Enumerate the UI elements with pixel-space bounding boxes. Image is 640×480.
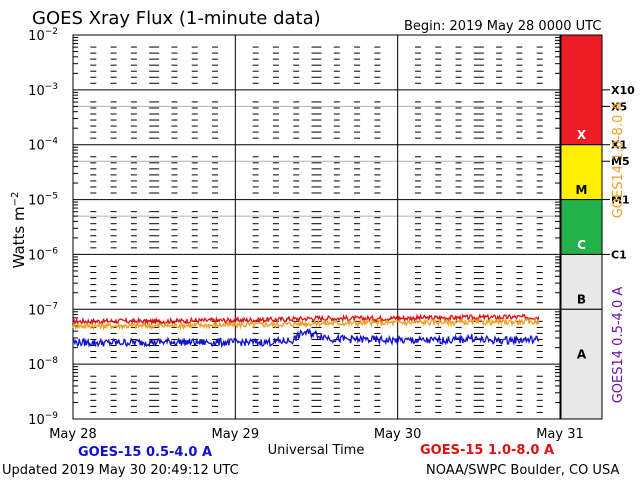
class-letter-m: M — [576, 183, 588, 197]
class-band-x — [560, 34, 603, 146]
class-letter-c: C — [577, 238, 586, 252]
series-line-2 — [72, 327, 540, 348]
grid-lines — [73, 35, 560, 419]
x-tick-label: May 28 — [49, 427, 97, 442]
x-tick-label: May 31 — [536, 427, 584, 442]
class-letter-b: B — [577, 293, 586, 307]
class-marker-label: X10 — [611, 84, 635, 97]
class-marker-label: X1 — [611, 139, 627, 152]
goes14-short-label: GOES14 0.5-4.0 A — [611, 287, 626, 404]
class-marker-label: M1 — [611, 194, 630, 207]
class-marker-label: M5 — [611, 155, 630, 168]
y-tick-label: 10−8 — [28, 356, 58, 373]
class-letter-x: X — [577, 128, 587, 142]
class-marker-label: C1 — [611, 248, 627, 261]
y-tick-label: 10−2 — [28, 27, 58, 44]
y-tick-label: 10−6 — [28, 246, 58, 263]
class-band-a — [560, 308, 603, 420]
x-tick-label: May 30 — [374, 427, 422, 442]
y-tick-label: 10−9 — [28, 411, 58, 428]
class-band-b — [560, 253, 603, 310]
class-markers: X10 X5 X1 M5 M1 C1 — [602, 84, 635, 261]
series-lines — [72, 313, 540, 348]
legend-short: GOES-15 0.5-4.0 A — [78, 445, 212, 460]
flare-class-bar: X M C B A — [560, 34, 603, 420]
x-axis-label: Universal Time — [268, 443, 365, 458]
class-band-c — [560, 199, 603, 255]
y-tick-label: 10−3 — [28, 82, 58, 99]
source-label: NOAA/SWPC Boulder, CO USA — [426, 463, 619, 478]
legend-long: GOES-15 1.0-8.0 A — [420, 443, 554, 458]
chart-title: GOES Xray Flux (1-minute data) — [32, 8, 321, 29]
begin-label: Begin: 2019 May 28 0000 UTC — [404, 19, 601, 34]
updated-label: Updated 2019 May 30 20:49:12 UTC — [2, 463, 239, 478]
plot-area — [72, 34, 561, 420]
goes14-long-label: GOES14 1.0-8.0 A — [611, 102, 626, 219]
class-marker-label: X5 — [611, 100, 627, 113]
class-band-m — [560, 144, 603, 201]
y-tick-label: 10−4 — [28, 137, 58, 154]
y-axis-label: Watts m−2 — [10, 192, 28, 269]
y-tick-label: 10−5 — [28, 192, 58, 209]
x-tick-label: May 29 — [212, 427, 260, 442]
y-tick-label: 10−7 — [28, 301, 58, 318]
class-letter-a: A — [577, 347, 587, 361]
series-line-1 — [72, 317, 540, 331]
